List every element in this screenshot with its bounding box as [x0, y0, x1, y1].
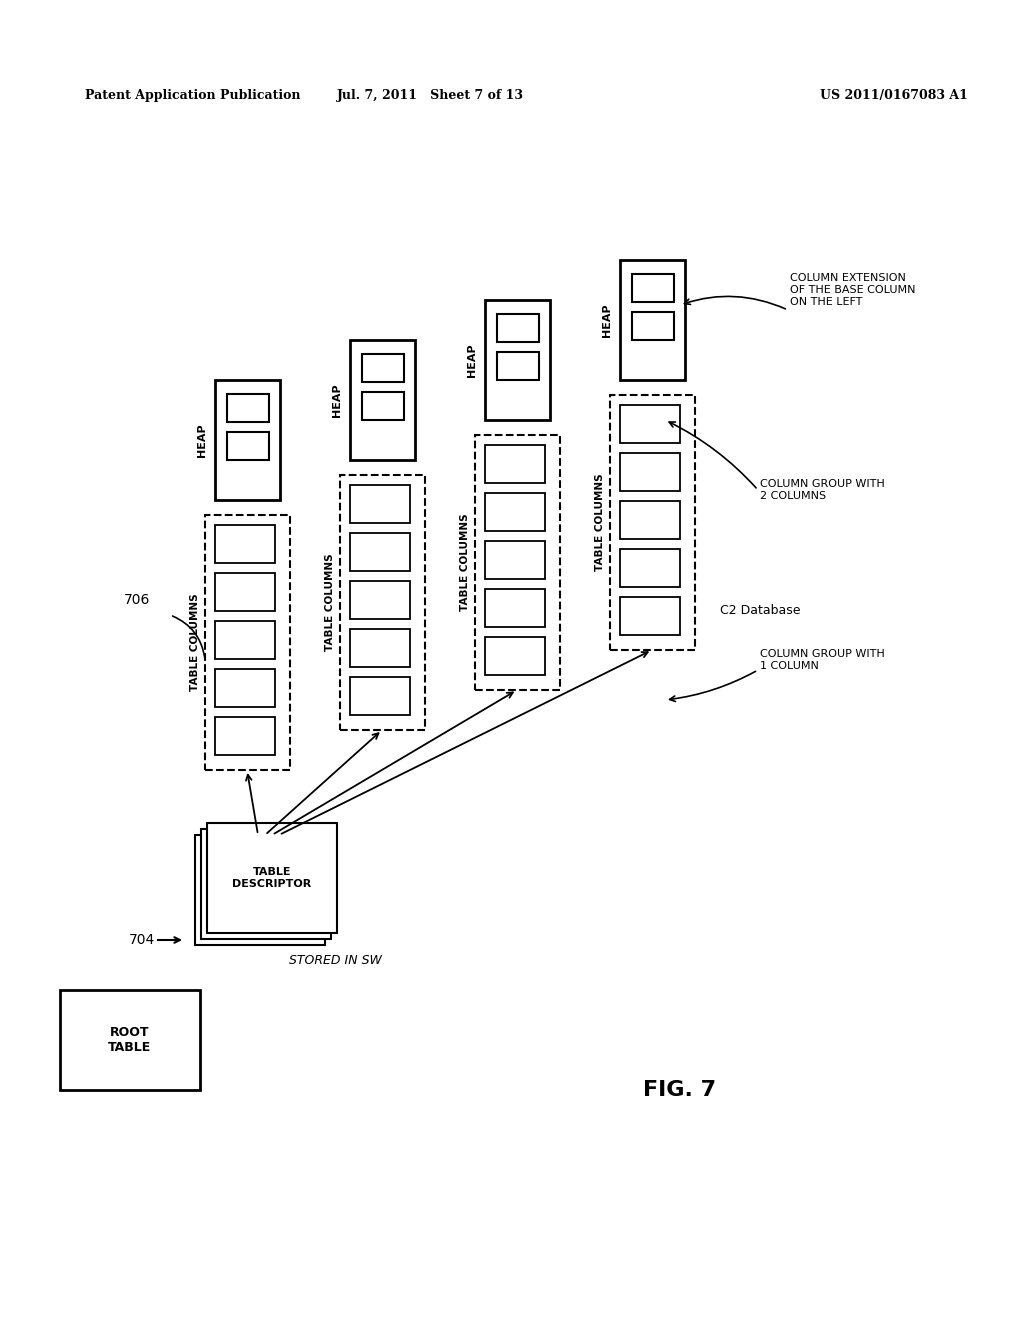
Text: HEAP: HEAP — [467, 343, 477, 376]
Bar — [60, 990, 200, 1090]
Bar — [620, 260, 685, 380]
Bar — [497, 352, 539, 380]
Text: FIG. 7: FIG. 7 — [643, 1080, 717, 1100]
Bar — [340, 475, 425, 730]
Text: HEAP: HEAP — [602, 304, 612, 337]
Bar — [497, 314, 539, 342]
Bar — [475, 436, 560, 690]
Bar — [350, 677, 410, 715]
Text: 706: 706 — [124, 593, 150, 607]
Bar — [620, 502, 680, 539]
Text: ROOT
TABLE: ROOT TABLE — [109, 1026, 152, 1053]
Bar — [350, 630, 410, 667]
Bar — [215, 573, 275, 611]
Text: TABLE COLUMNS: TABLE COLUMNS — [190, 594, 200, 692]
Bar — [215, 525, 275, 564]
Bar — [226, 432, 268, 459]
Text: HEAP: HEAP — [197, 424, 207, 457]
Bar — [620, 405, 680, 444]
Bar — [350, 533, 410, 572]
Text: TABLE COLUMNS: TABLE COLUMNS — [595, 474, 605, 572]
Text: Patent Application Publication: Patent Application Publication — [85, 88, 300, 102]
Bar — [485, 638, 545, 675]
Bar — [485, 445, 545, 483]
Text: US 2011/0167083 A1: US 2011/0167083 A1 — [820, 88, 968, 102]
Bar — [215, 717, 275, 755]
Bar — [485, 492, 545, 531]
Bar — [361, 354, 403, 381]
Bar — [350, 581, 410, 619]
Bar — [205, 515, 290, 770]
Text: COLUMN EXTENSION
OF THE BASE COLUMN
ON THE LEFT: COLUMN EXTENSION OF THE BASE COLUMN ON T… — [790, 273, 915, 306]
Text: STORED IN SW: STORED IN SW — [289, 953, 381, 966]
Bar — [226, 393, 268, 422]
Bar — [632, 275, 674, 302]
Text: 704: 704 — [129, 933, 155, 946]
Bar — [620, 549, 680, 587]
Bar — [215, 669, 275, 708]
Bar — [361, 392, 403, 420]
Text: TABLE COLUMNS: TABLE COLUMNS — [460, 513, 470, 611]
Text: TABLE
DESCRIPTOR: TABLE DESCRIPTOR — [232, 867, 311, 888]
Text: COLUMN GROUP WITH
2 COLUMNS: COLUMN GROUP WITH 2 COLUMNS — [760, 479, 885, 500]
Bar — [350, 484, 410, 523]
Bar — [350, 341, 415, 459]
Bar — [610, 395, 695, 649]
Bar — [207, 822, 337, 933]
Bar — [195, 836, 325, 945]
Text: TABLE COLUMNS: TABLE COLUMNS — [325, 553, 335, 651]
Bar — [215, 380, 280, 500]
Bar — [485, 300, 550, 420]
Bar — [620, 453, 680, 491]
Bar — [620, 597, 680, 635]
Bar — [485, 541, 545, 579]
Text: C2 Database: C2 Database — [720, 603, 801, 616]
Bar — [215, 620, 275, 659]
Bar — [485, 589, 545, 627]
Text: COLUMN GROUP WITH
1 COLUMN: COLUMN GROUP WITH 1 COLUMN — [760, 649, 885, 671]
Text: HEAP: HEAP — [332, 383, 342, 417]
Text: Jul. 7, 2011   Sheet 7 of 13: Jul. 7, 2011 Sheet 7 of 13 — [337, 88, 523, 102]
Bar — [632, 312, 674, 341]
Bar — [201, 829, 331, 939]
